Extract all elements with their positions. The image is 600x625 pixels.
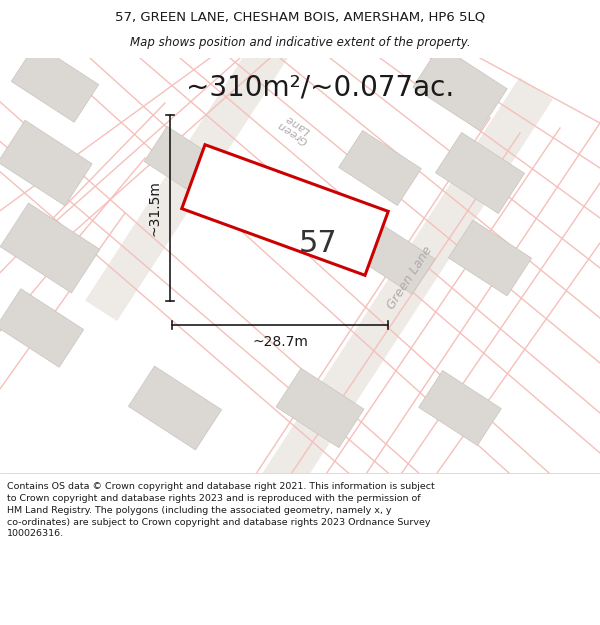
Text: Green
Lane: Green Lane	[275, 111, 315, 146]
Polygon shape	[182, 145, 388, 275]
Text: ~31.5m: ~31.5m	[147, 180, 161, 236]
Text: 57: 57	[299, 229, 337, 258]
Text: Green Lane: Green Lane	[385, 244, 435, 312]
Polygon shape	[0, 289, 84, 368]
Text: Contains OS data © Crown copyright and database right 2021. This information is : Contains OS data © Crown copyright and d…	[7, 482, 435, 538]
Polygon shape	[276, 368, 364, 448]
Polygon shape	[85, 0, 335, 321]
Polygon shape	[419, 371, 502, 446]
Text: ~310m²/~0.077ac.: ~310m²/~0.077ac.	[186, 74, 454, 102]
Text: ~28.7m: ~28.7m	[252, 335, 308, 349]
Polygon shape	[0, 203, 100, 293]
Polygon shape	[0, 120, 92, 206]
Polygon shape	[144, 126, 226, 199]
Polygon shape	[338, 131, 421, 206]
Polygon shape	[436, 132, 524, 214]
Text: Map shows position and indicative extent of the property.: Map shows position and indicative extent…	[130, 36, 470, 49]
Polygon shape	[128, 366, 221, 450]
Text: 57, GREEN LANE, CHESHAM BOIS, AMERSHAM, HP6 5LQ: 57, GREEN LANE, CHESHAM BOIS, AMERSHAM, …	[115, 11, 485, 24]
Polygon shape	[11, 44, 99, 122]
Polygon shape	[247, 78, 553, 519]
Polygon shape	[355, 222, 435, 294]
Polygon shape	[448, 220, 532, 296]
Polygon shape	[413, 45, 507, 131]
